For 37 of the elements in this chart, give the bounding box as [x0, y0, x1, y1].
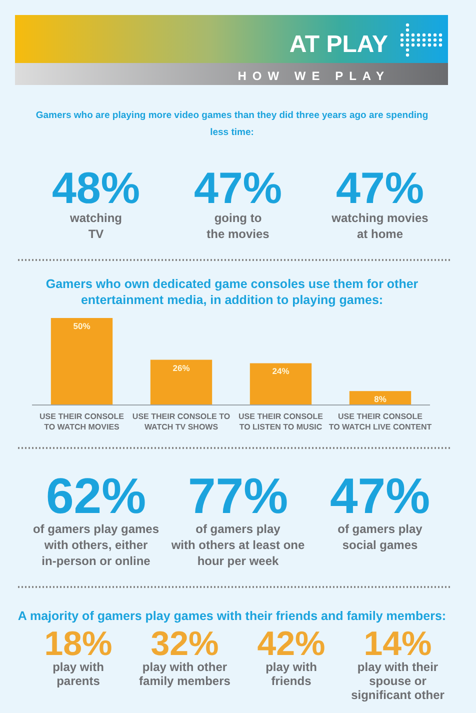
x-tick-label: USE THEIR CONSOLE TO WATCH LIVE CONTENT: [328, 412, 432, 432]
text: 42%: [257, 625, 326, 663]
text: HOW WE PLAY: [238, 69, 390, 83]
text: A majority of gamers play games with their friends and family members:: [18, 609, 446, 623]
text: of gamers play with others at least one hour per week: [170, 522, 306, 568]
x-tick-label: USE THEIR CONSOLE TO WATCH TV SHOWS: [132, 412, 230, 432]
text: 14%: [364, 625, 432, 663]
bar: [250, 363, 312, 405]
text: 47%: [194, 164, 282, 213]
text: 48%: [52, 164, 140, 213]
text: play with other family members: [139, 660, 231, 688]
text: AT PLAY: [289, 31, 388, 58]
text: watching movies at home: [330, 211, 429, 241]
x-tick-label: USE THEIR CONSOLE TO WATCH MOVIES: [40, 412, 125, 432]
text: watching TV: [68, 211, 122, 241]
text: 18%: [44, 625, 112, 663]
text: 47%: [330, 468, 430, 524]
text: 62%: [46, 468, 146, 524]
chart-title: Gamers who own dedicated game consoles use them for other entertainment media, in addition to playing games:: [46, 277, 418, 307]
data-label: 24%: [272, 366, 290, 376]
text: of gamers play social games: [338, 522, 423, 552]
text: 47%: [336, 164, 424, 213]
text: of gamers play games with others, either in-person or online: [32, 522, 160, 568]
text: going to the movies: [206, 211, 270, 241]
data-label: 8%: [374, 394, 387, 404]
text: play with their spouse or significant other: [351, 660, 445, 702]
text: Gamers who are playing more video games than they did three years ago are spending less time:: [36, 110, 428, 138]
data-label: 26%: [172, 362, 190, 373]
bar: [349, 391, 412, 405]
data-label: 50%: [73, 321, 91, 331]
bar: [150, 360, 212, 405]
bar: [50, 318, 113, 405]
text: play with friends: [266, 660, 317, 688]
x-tick-label: USE THEIR CONSOLE TO LISTEN TO MUSIC: [238, 412, 324, 432]
text: 77%: [188, 468, 288, 524]
text: play with parents: [52, 660, 104, 688]
text: 32%: [150, 625, 219, 663]
